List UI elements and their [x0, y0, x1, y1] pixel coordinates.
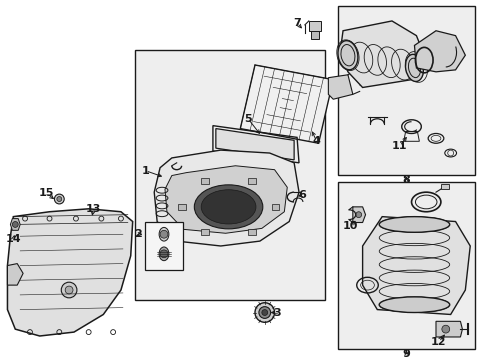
Polygon shape: [340, 21, 426, 87]
Bar: [145, 221, 182, 270]
Polygon shape: [240, 65, 333, 143]
Ellipse shape: [337, 41, 357, 70]
Text: 4: 4: [312, 136, 320, 146]
Circle shape: [258, 307, 270, 318]
Bar: [201, 179, 208, 184]
Bar: [134, 50, 325, 300]
Polygon shape: [414, 31, 465, 72]
Text: 6: 6: [297, 190, 305, 200]
Text: 10: 10: [342, 221, 357, 231]
Ellipse shape: [379, 297, 449, 312]
Text: 1: 1: [141, 166, 149, 176]
Polygon shape: [435, 321, 462, 337]
Circle shape: [355, 212, 361, 217]
Bar: [271, 204, 279, 210]
Bar: [177, 204, 185, 210]
Circle shape: [12, 221, 18, 228]
Ellipse shape: [405, 54, 423, 81]
Circle shape: [441, 325, 449, 333]
Text: 11: 11: [391, 141, 407, 151]
Circle shape: [160, 230, 167, 238]
Bar: [338, 6, 474, 175]
Text: 9: 9: [402, 348, 410, 359]
Ellipse shape: [159, 228, 168, 241]
Text: 8: 8: [402, 175, 409, 185]
Text: 13: 13: [86, 204, 101, 214]
Ellipse shape: [201, 190, 255, 224]
Text: 3: 3: [273, 307, 281, 318]
Polygon shape: [362, 217, 469, 315]
Bar: [247, 179, 255, 184]
Circle shape: [57, 197, 61, 202]
Polygon shape: [215, 129, 293, 160]
Polygon shape: [10, 219, 20, 230]
Text: 14: 14: [5, 234, 21, 244]
Circle shape: [160, 250, 167, 258]
Polygon shape: [308, 21, 320, 31]
Text: 15: 15: [39, 188, 54, 198]
Polygon shape: [328, 75, 352, 99]
Ellipse shape: [159, 247, 168, 261]
Bar: [440, 184, 448, 189]
Bar: [338, 183, 474, 349]
Polygon shape: [164, 166, 286, 233]
Circle shape: [254, 303, 274, 322]
Text: 5: 5: [244, 114, 251, 124]
Circle shape: [61, 282, 77, 298]
Text: 12: 12: [430, 337, 446, 347]
Polygon shape: [7, 209, 132, 336]
Polygon shape: [352, 207, 365, 222]
Circle shape: [261, 310, 267, 315]
Polygon shape: [7, 264, 23, 285]
Polygon shape: [310, 31, 318, 39]
Circle shape: [65, 286, 73, 294]
Polygon shape: [154, 150, 298, 246]
Bar: [247, 229, 255, 235]
Text: 2: 2: [133, 229, 141, 239]
Ellipse shape: [194, 185, 262, 229]
Text: 7: 7: [293, 18, 300, 28]
Circle shape: [54, 194, 64, 204]
Ellipse shape: [379, 217, 449, 232]
Bar: [201, 229, 208, 235]
